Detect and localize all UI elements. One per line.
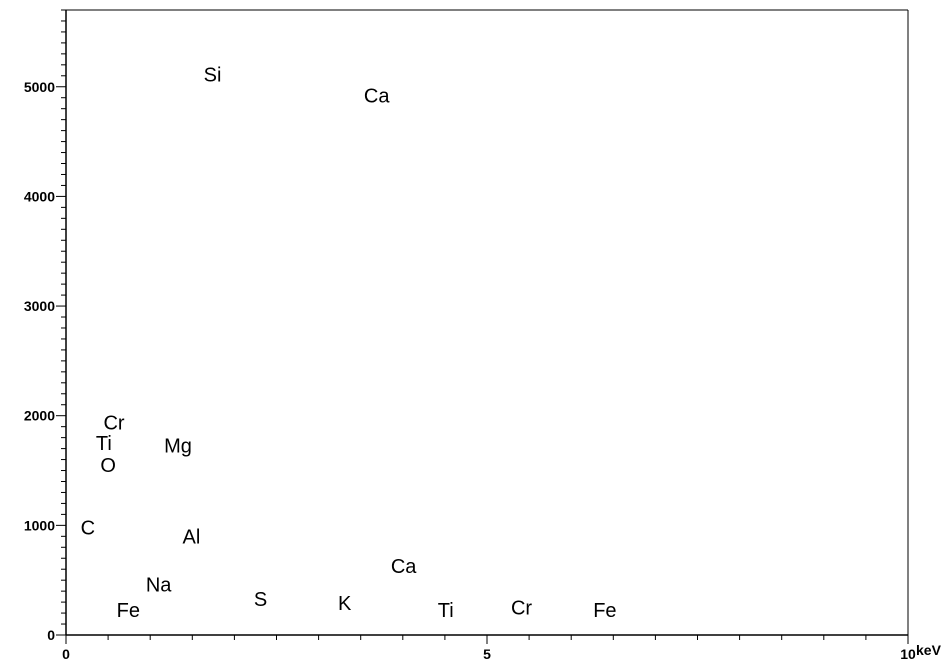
peak-label-k: K: [338, 593, 352, 615]
y-tick-label: 2000: [24, 408, 55, 424]
y-tick-label: 3000: [24, 298, 55, 314]
y-tick-label: 5000: [24, 79, 55, 95]
y-tick-label: 1000: [24, 517, 55, 533]
peak-label-na: Na: [146, 575, 172, 597]
peak-label-ti: Ti: [96, 433, 112, 455]
x-axis-unit-label: keV: [916, 642, 942, 658]
peak-label-mg: Mg: [164, 435, 192, 457]
x-tick-label: 5: [483, 646, 491, 662]
peak-label-fe: Fe: [593, 600, 616, 622]
peak-label-fe: Fe: [117, 600, 140, 622]
peak-label-ca: Ca: [364, 86, 390, 108]
y-tick-label: 0: [47, 627, 55, 643]
y-tick-label: 4000: [24, 188, 55, 204]
axis-ticks: [56, 9, 909, 644]
peak-label-ca: Ca: [391, 556, 417, 578]
peak-label-cr: Cr: [103, 412, 124, 434]
peak-label-c: C: [81, 518, 95, 540]
peak-label-ti: Ti: [438, 600, 454, 622]
x-tick-label: 10: [900, 646, 916, 662]
peak-label-o: O: [100, 455, 116, 477]
peak-label-s: S: [254, 589, 267, 611]
peak-label-si: Si: [204, 65, 222, 87]
x-tick-label: 0: [62, 646, 70, 662]
peak-label-cr: Cr: [511, 598, 532, 620]
tick-labels: 0 1000 2000 3000 4000 5000 0 5 10: [24, 79, 916, 662]
peak-label-al: Al: [183, 526, 201, 548]
